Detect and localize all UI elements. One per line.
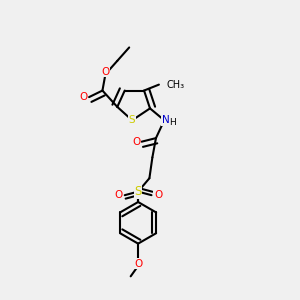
Text: S: S (134, 185, 142, 198)
Text: O: O (101, 67, 110, 77)
Text: O: O (154, 190, 162, 200)
Text: S: S (129, 115, 136, 125)
Text: N: N (162, 115, 169, 125)
Text: O: O (134, 259, 142, 269)
Text: CH₃: CH₃ (166, 80, 184, 90)
Text: O: O (132, 137, 140, 147)
Text: H: H (169, 118, 176, 127)
Text: O: O (114, 190, 122, 200)
Text: O: O (80, 92, 88, 102)
